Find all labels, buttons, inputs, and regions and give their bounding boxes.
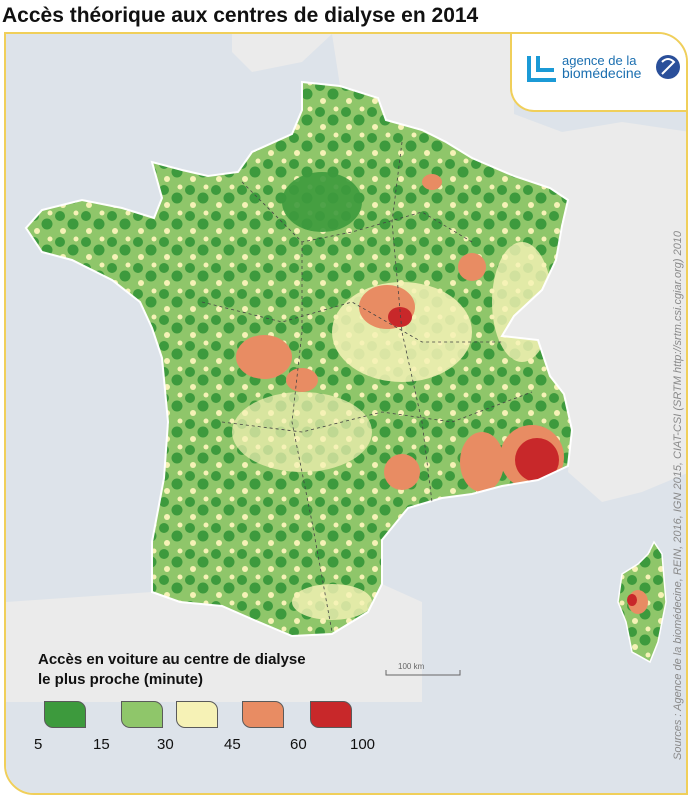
legend-tick-30: 30 [157,736,174,753]
sources-credit: Sources : Agence de la biomédecine, REIN… [672,231,684,760]
logo-box: agence de la biomédecine [510,32,688,112]
legend-title-line1: Accès en voiture au centre de dialyse [38,650,306,670]
legend-title-line2: le plus proche (minute) [38,670,306,690]
legend-tick-45: 45 [224,736,241,753]
agency-logo-icon [526,54,562,84]
legend-tick-15: 15 [93,736,110,753]
scale-bar-label: 100 km [398,662,424,671]
legend-tick-5: 5 [34,736,42,753]
agency-logo-text: agence de la biomédecine [562,54,641,80]
legend-swatch-15-30 [121,701,163,728]
logo-line2: biomédecine [562,67,641,80]
corsica-core [627,594,637,606]
legend-swatch-60-100 [310,701,352,728]
legend-title: Accès en voiture au centre de dialyse le… [38,650,306,690]
legend-swatch-5-15 [44,701,86,728]
legend-tick-60: 60 [290,736,307,753]
legend-swatch-45-60 [242,701,284,728]
ministry-emblem-icon [654,52,682,82]
legend-swatch-30-45 [176,701,218,728]
map-title: Accès théorique aux centres de dialyse e… [2,4,478,28]
legend-tick-100: 100 [350,736,375,753]
